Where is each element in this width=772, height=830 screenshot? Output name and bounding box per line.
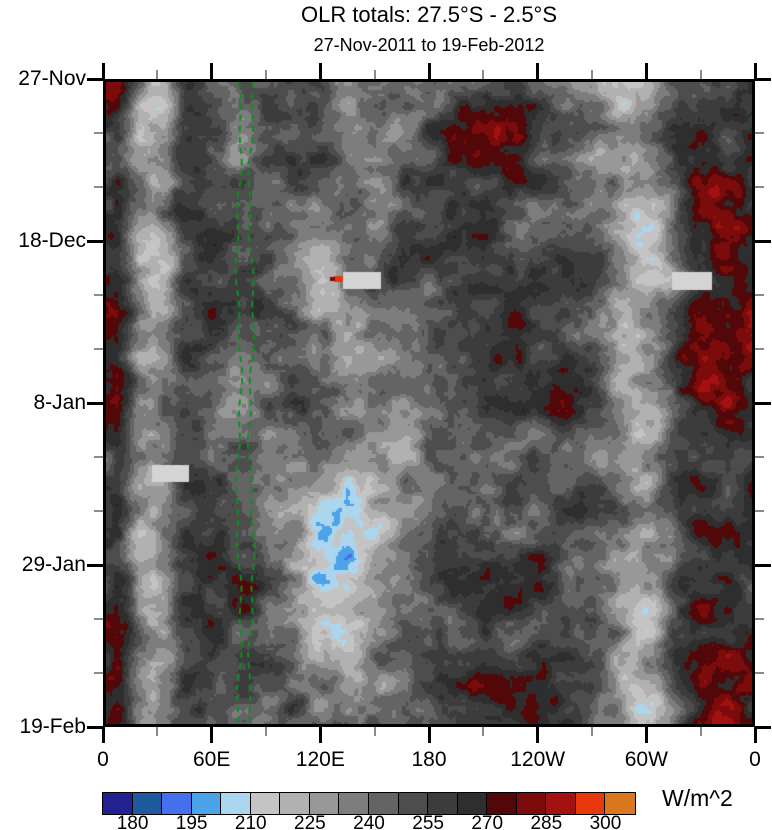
x-minor-tick-bottom [373, 727, 376, 736]
y-tick-label: 8-Jan [33, 391, 86, 414]
colorbar-cell [515, 792, 548, 815]
plot-area [103, 79, 755, 727]
x-minor-tick-bottom [482, 727, 485, 736]
y-tick-label: 19-Feb [19, 715, 86, 738]
x-minor-tick-top [699, 70, 702, 79]
x-major-tick-top [210, 63, 214, 79]
y-tick-label: 27-Nov [18, 67, 86, 90]
y-major-tick-left [87, 239, 103, 243]
x-major-tick-bottom [318, 727, 322, 743]
x-tick-label: 0 [97, 748, 109, 771]
colorbar-cell [397, 792, 430, 815]
x-major-tick-bottom [210, 727, 214, 743]
y-major-tick-right [755, 239, 771, 243]
y-minor-tick-right [755, 348, 764, 350]
x-major-tick-top [536, 63, 540, 79]
x-major-tick-bottom [753, 727, 757, 743]
x-tick-label: 60W [624, 748, 668, 771]
y-major-tick-left [87, 77, 103, 81]
y-minor-tick-right [755, 618, 764, 620]
y-minor-tick-left [94, 672, 103, 674]
x-major-tick-bottom [644, 727, 648, 743]
y-minor-tick-right [755, 186, 764, 188]
y-minor-tick-right [755, 510, 764, 512]
x-major-tick-top [753, 63, 757, 79]
x-tick-label: 120E [295, 748, 345, 771]
y-minor-tick-left [94, 294, 103, 296]
x-minor-tick-bottom [699, 727, 702, 736]
y-minor-tick-left [94, 510, 103, 512]
x-major-tick-bottom [427, 727, 431, 743]
y-tick-label: 29-Jan [21, 553, 86, 576]
colorbar-tick-label: 210 [234, 813, 267, 830]
colorbar-cell [545, 792, 577, 815]
y-major-tick-left [87, 401, 103, 405]
y-minor-tick-left [94, 618, 103, 620]
x-tick-label: 120W [510, 748, 566, 771]
colorbar-tick-label: 195 [175, 813, 208, 830]
colorbar-tick-label: 240 [353, 813, 385, 830]
colorbar-tick-label: 270 [471, 813, 504, 830]
colorbar-cell [427, 792, 459, 815]
x-major-tick-top [427, 63, 431, 79]
y-major-tick-right [755, 563, 771, 567]
x-major-tick-top [101, 63, 105, 79]
colorbar-tick-label: 225 [294, 813, 326, 830]
colorbar-cell [486, 792, 518, 815]
colorbar-tick-label: 255 [412, 813, 444, 830]
x-major-tick-top [318, 63, 322, 79]
colorbar-cell [604, 792, 636, 815]
x-major-tick-bottom [101, 727, 105, 743]
x-minor-tick-top [373, 70, 376, 79]
y-minor-tick-right [755, 672, 764, 674]
colorbar-cell [368, 792, 400, 815]
y-minor-tick-left [94, 132, 103, 134]
y-major-tick-left [87, 725, 103, 729]
x-tick-label: 180 [411, 748, 447, 771]
colorbar-tick-label: 180 [116, 813, 149, 830]
y-minor-tick-left [94, 348, 103, 350]
x-tick-label: 0 [749, 748, 761, 771]
colorbar-cell [338, 792, 370, 815]
olr-contour-field [106, 82, 752, 724]
x-minor-tick-bottom [265, 727, 267, 736]
colorbar-cell [161, 792, 193, 815]
x-minor-tick-top [265, 70, 267, 79]
colorbar-cell [249, 792, 282, 815]
x-major-tick-bottom [536, 727, 540, 743]
x-minor-tick-bottom [591, 727, 593, 736]
x-tick-label: 60E [192, 748, 231, 771]
y-major-tick-right [755, 725, 771, 729]
x-minor-tick-top [591, 70, 593, 79]
colorbar-cell [574, 792, 607, 815]
colorbar-cell [220, 792, 252, 815]
y-tick-label: 18-Dec [18, 229, 86, 252]
y-minor-tick-left [94, 186, 103, 188]
colorbar-cell [279, 792, 311, 815]
chart-subtitle: 27-Nov-2011 to 19-Feb-2012 [313, 35, 545, 55]
y-major-tick-right [755, 77, 771, 81]
x-minor-tick-top [482, 70, 485, 79]
colorbar-cell [190, 792, 223, 815]
y-major-tick-right [755, 401, 771, 405]
chart-title: OLR totals: 27.5°S - 2.5°S [300, 2, 558, 27]
y-minor-tick-right [755, 132, 764, 134]
y-major-tick-left [87, 563, 103, 567]
colorbar-cell [131, 792, 164, 815]
colorbar-tick-label: 300 [589, 813, 622, 830]
colorbar-cell [102, 792, 134, 815]
x-major-tick-top [644, 63, 648, 79]
y-minor-tick-left [94, 456, 103, 458]
colorbar-tick-label: 285 [530, 813, 563, 830]
x-minor-tick-top [156, 70, 159, 79]
colorbar-units: W/m^2 [662, 785, 733, 811]
y-minor-tick-right [755, 294, 764, 296]
x-minor-tick-bottom [156, 727, 159, 736]
colorbar-cell [456, 792, 489, 815]
y-minor-tick-right [755, 456, 764, 458]
colorbar-cell [308, 792, 341, 815]
